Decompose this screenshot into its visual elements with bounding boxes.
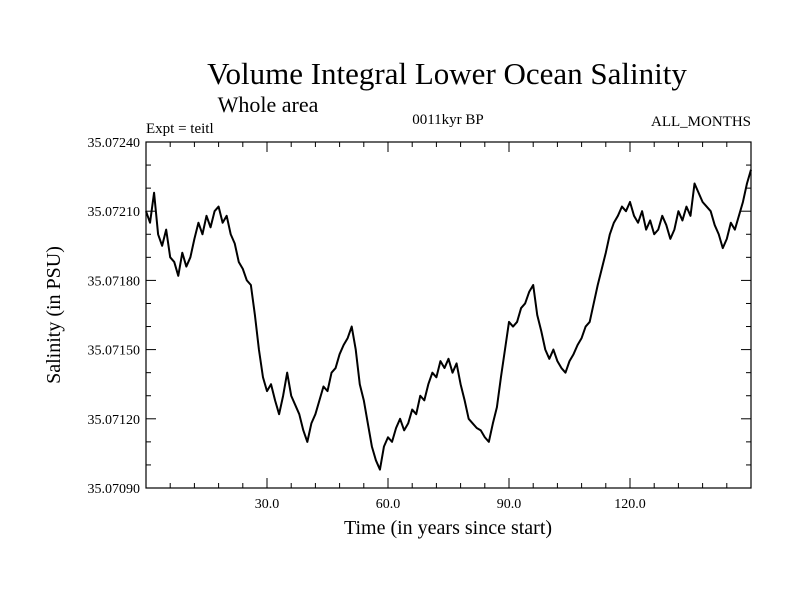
chart-subtitle: Whole area xyxy=(218,92,319,117)
x-tick-label: 30.0 xyxy=(255,497,280,512)
x-axis-ticks: 30.0 60.0 90.0 120.0 xyxy=(145,142,752,512)
y-tick-label: 35.07210 xyxy=(88,205,141,220)
y-tick-label: 35.07240 xyxy=(88,136,141,151)
y-tick-label: 35.07150 xyxy=(88,344,141,359)
y-axis-ticks: 35.07090 35.07120 35.07150 35.07180 35.07210… xyxy=(88,136,751,497)
x-tick-label: 60.0 xyxy=(376,497,401,512)
plot-frame xyxy=(145,141,752,489)
x-axis-label: Time (in years since start) xyxy=(344,517,552,539)
experiment-label: Expt = teitl xyxy=(146,121,214,137)
x-tick-label: 90.0 xyxy=(497,497,522,512)
y-tick-label: 35.07120 xyxy=(88,413,141,428)
y-tick-label: 35.07180 xyxy=(88,274,141,289)
period-label: 0011kyr BP xyxy=(412,112,484,128)
x-tick-label: 120.0 xyxy=(614,497,646,512)
series-group xyxy=(145,169,752,471)
series-line-salinity xyxy=(145,169,752,471)
months-label: ALL_MONTHS xyxy=(651,114,751,130)
chart-title: Volume Integral Lower Ocean Salinity xyxy=(207,56,687,91)
y-tick-label: 35.07090 xyxy=(88,482,141,497)
y-axis-label: Salinity (in PSU) xyxy=(43,246,65,384)
